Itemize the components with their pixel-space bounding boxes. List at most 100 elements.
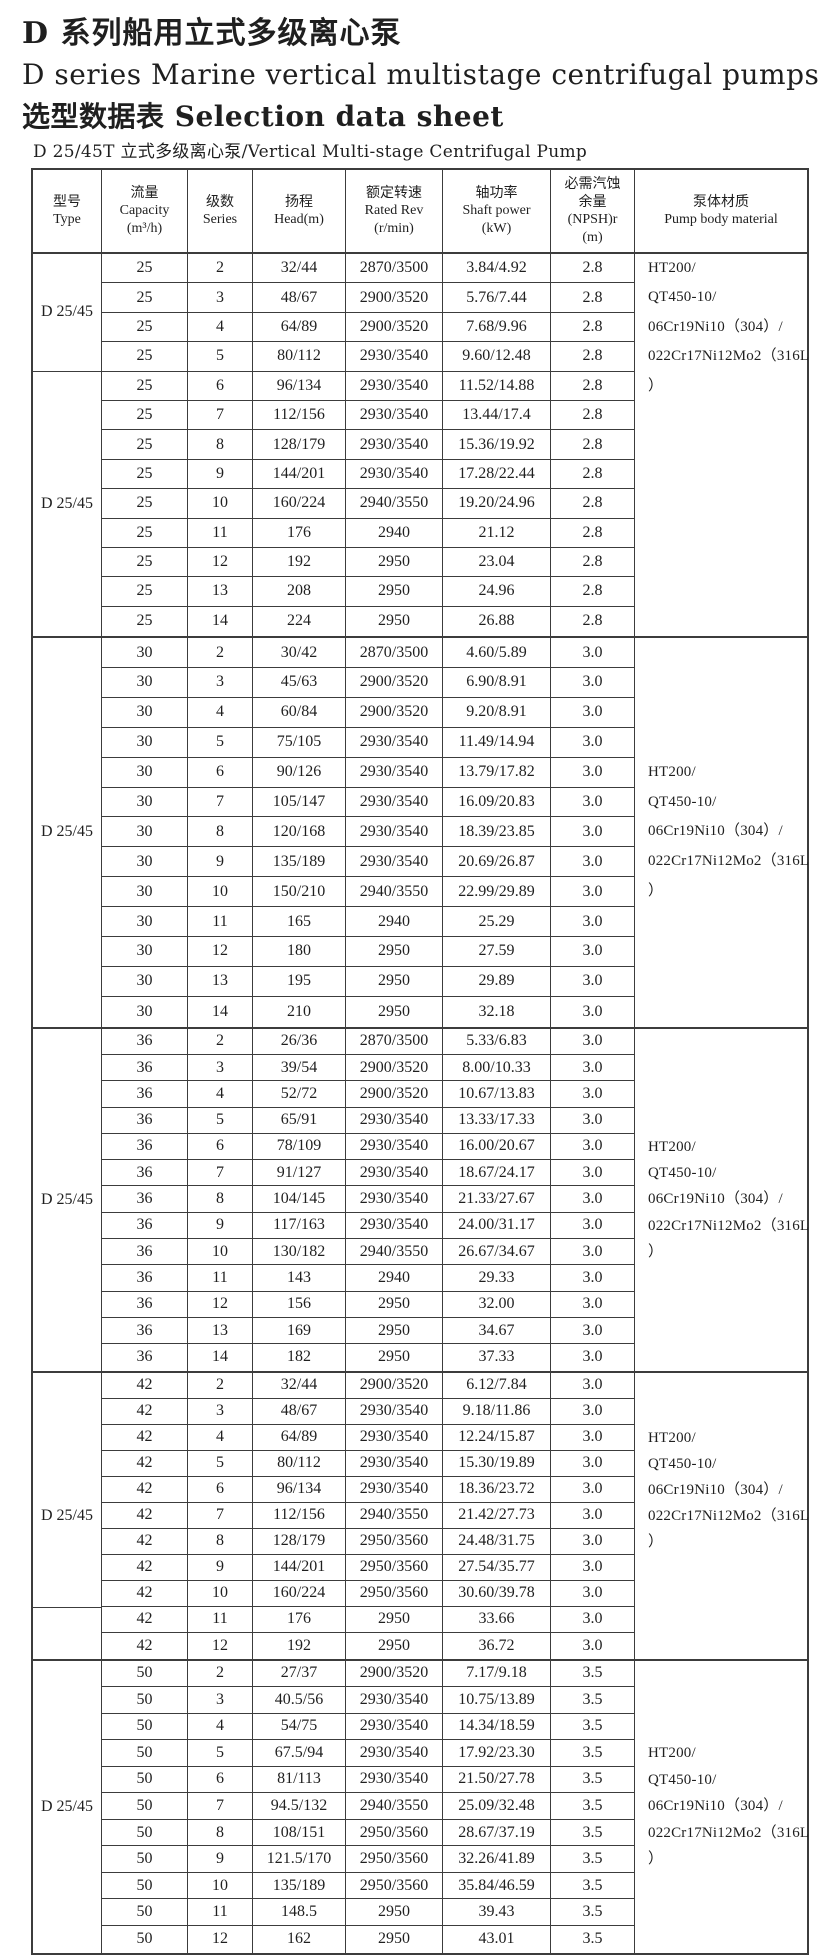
cell-npshr: 2.8	[551, 312, 635, 343]
header-line: Pump body material	[664, 212, 778, 227]
pump-type-cell: D 25/45	[33, 254, 102, 372]
cell-head: 180	[253, 936, 346, 967]
cell-shaft-power: 32.26/41.89	[443, 1846, 551, 1873]
cell-rated-rev: 2930/3540	[346, 430, 443, 460]
cell-series: 12	[188, 1925, 253, 1953]
cell-shaft-power: 19.20/24.96	[443, 489, 551, 519]
material-line: HT200/	[648, 763, 696, 780]
cell-shaft-power: 17.92/23.30	[443, 1740, 551, 1767]
cell-npshr: 2.8	[551, 606, 635, 637]
table-section-capacity-50: D 25/45 50 2 27/37 2900/3520 7.17/9.18 3.5 50 3 4…	[33, 1658, 809, 1953]
pump-type-cell: D 25/45	[32, 1372, 102, 1659]
cell-capacity: 30	[102, 817, 188, 848]
cell-rated-rev: 2930/3540	[346, 1687, 443, 1714]
cell-shaft-power: 4.60/5.89	[443, 638, 551, 668]
cell-rated-rev: 2950	[346, 1291, 443, 1318]
cell-head: 128/179	[253, 430, 346, 460]
cell-head: 148.5	[253, 1899, 346, 1926]
cell-shaft-power: 9.60/12.48	[443, 342, 551, 372]
pump-type-cell: D 25/45	[33, 638, 102, 1027]
cell-shaft-power: 29.89	[443, 966, 551, 997]
cell-npshr: 3.0	[551, 877, 635, 908]
pump-type-label: D 25/45	[41, 1190, 93, 1208]
cell-series: 8	[188, 1528, 253, 1555]
cell-series: 13	[188, 577, 253, 607]
header-line: Head(m)	[274, 212, 324, 227]
cell-rated-rev: 2950/3560	[346, 1528, 443, 1555]
cell-series: 7	[188, 1160, 253, 1187]
cell-rated-rev: 2930/3540	[346, 459, 443, 490]
pump-type-cell: D 25/45	[33, 1660, 102, 1953]
cell-head: 192	[253, 547, 346, 578]
material-line: QT450-10/	[648, 1455, 717, 1472]
cell-capacity: 36	[102, 1291, 188, 1318]
cell-capacity: 50	[102, 1819, 188, 1847]
cell-shaft-power: 37.33	[443, 1344, 551, 1371]
cell-capacity: 50	[102, 1766, 188, 1794]
cell-rated-rev: 2950	[346, 547, 443, 578]
page-title-en: D series Marine vertical multistage cent…	[22, 58, 820, 91]
cell-capacity: 30	[102, 907, 188, 937]
cell-rated-rev: 2930/3540	[346, 817, 443, 848]
cell-npshr: 3.5	[551, 1660, 635, 1688]
header-line: 轴功率	[475, 185, 518, 201]
header-line: 型号	[53, 194, 81, 210]
cell-head: 210	[253, 996, 346, 1027]
cell-npshr: 3.0	[551, 1081, 635, 1108]
cell-npshr: 3.5	[551, 1713, 635, 1741]
cell-head: 208	[253, 577, 346, 607]
cell-head: 96/134	[253, 1476, 346, 1503]
pump-type-cell: D 25/45	[33, 371, 102, 637]
cell-head: 135/189	[253, 1872, 346, 1900]
header-head: 扬程 Head(m)	[253, 170, 346, 252]
material-line: ）	[648, 1851, 664, 1868]
cell-npshr: 3.0	[551, 787, 635, 818]
cell-series: 3	[188, 1687, 253, 1714]
pump-type-label: D 25/45	[41, 303, 93, 321]
cell-shaft-power: 24.96	[443, 577, 551, 607]
table-body: D 25/45 D 25/45 25 2 32/44 2870/3500 3.84/4.92…	[32, 254, 810, 1953]
cell-npshr: 3.5	[551, 1793, 635, 1820]
header-line: (m)	[582, 229, 603, 245]
cell-series: 3	[188, 667, 253, 698]
material-line: QT450-10/	[648, 1771, 717, 1788]
cell-npshr: 3.0	[551, 667, 635, 698]
header-line: 流量	[130, 185, 159, 201]
header-line: (r/min)	[374, 220, 414, 236]
cell-shaft-power: 24.48/31.75	[443, 1528, 551, 1555]
pump-type-label: D 25/45	[41, 494, 93, 512]
cell-series: 5	[188, 1450, 253, 1477]
cell-rated-rev: 2930/3540	[346, 1450, 443, 1477]
cell-head: 26/36	[253, 1028, 346, 1055]
cell-head: 48/67	[253, 1398, 346, 1425]
cell-rated-rev: 2930/3540	[346, 787, 443, 818]
material-line: 022Cr17Ni12Mo2（316L	[648, 853, 810, 870]
material-line: HT200/	[648, 1138, 696, 1155]
pump-body-material-cell: HT200/QT450-10/06Cr19Ni10（304）/ 022Cr17Ni…	[635, 1029, 809, 1371]
cell-rated-rev: 2900/3520	[346, 1372, 443, 1399]
cell-series: 13	[188, 1317, 253, 1345]
cell-rated-rev: 2930/3540	[346, 1398, 443, 1425]
cell-rated-rev: 2950/3560	[346, 1580, 443, 1607]
cell-rated-rev: 2900/3520	[346, 667, 443, 698]
cell-npshr: 3.0	[551, 1606, 635, 1633]
cell-capacity: 36	[102, 1107, 188, 1134]
cell-head: 108/151	[253, 1819, 346, 1847]
cell-head: 224	[253, 606, 346, 637]
cell-shaft-power: 15.30/19.89	[443, 1450, 551, 1477]
cell-npshr: 3.0	[551, 1239, 635, 1266]
cell-rated-rev: 2900/3520	[346, 312, 443, 343]
cell-series: 9	[188, 459, 253, 490]
cell-series: 10	[188, 1239, 253, 1266]
cell-npshr: 3.0	[551, 1632, 635, 1659]
cell-series: 12	[188, 1291, 253, 1318]
cell-series: 2	[188, 1660, 253, 1688]
header-line: (NPSH)r	[567, 212, 618, 227]
cell-shaft-power: 21.42/27.73	[443, 1502, 551, 1529]
cell-shaft-power: 10.67/13.83	[443, 1081, 551, 1108]
cell-rated-rev: 2930/3540	[346, 371, 443, 401]
cell-series: 2	[188, 638, 253, 668]
cell-head: 67.5/94	[253, 1740, 346, 1767]
header-line: (kW)	[481, 220, 512, 236]
cell-capacity: 25	[102, 489, 188, 519]
